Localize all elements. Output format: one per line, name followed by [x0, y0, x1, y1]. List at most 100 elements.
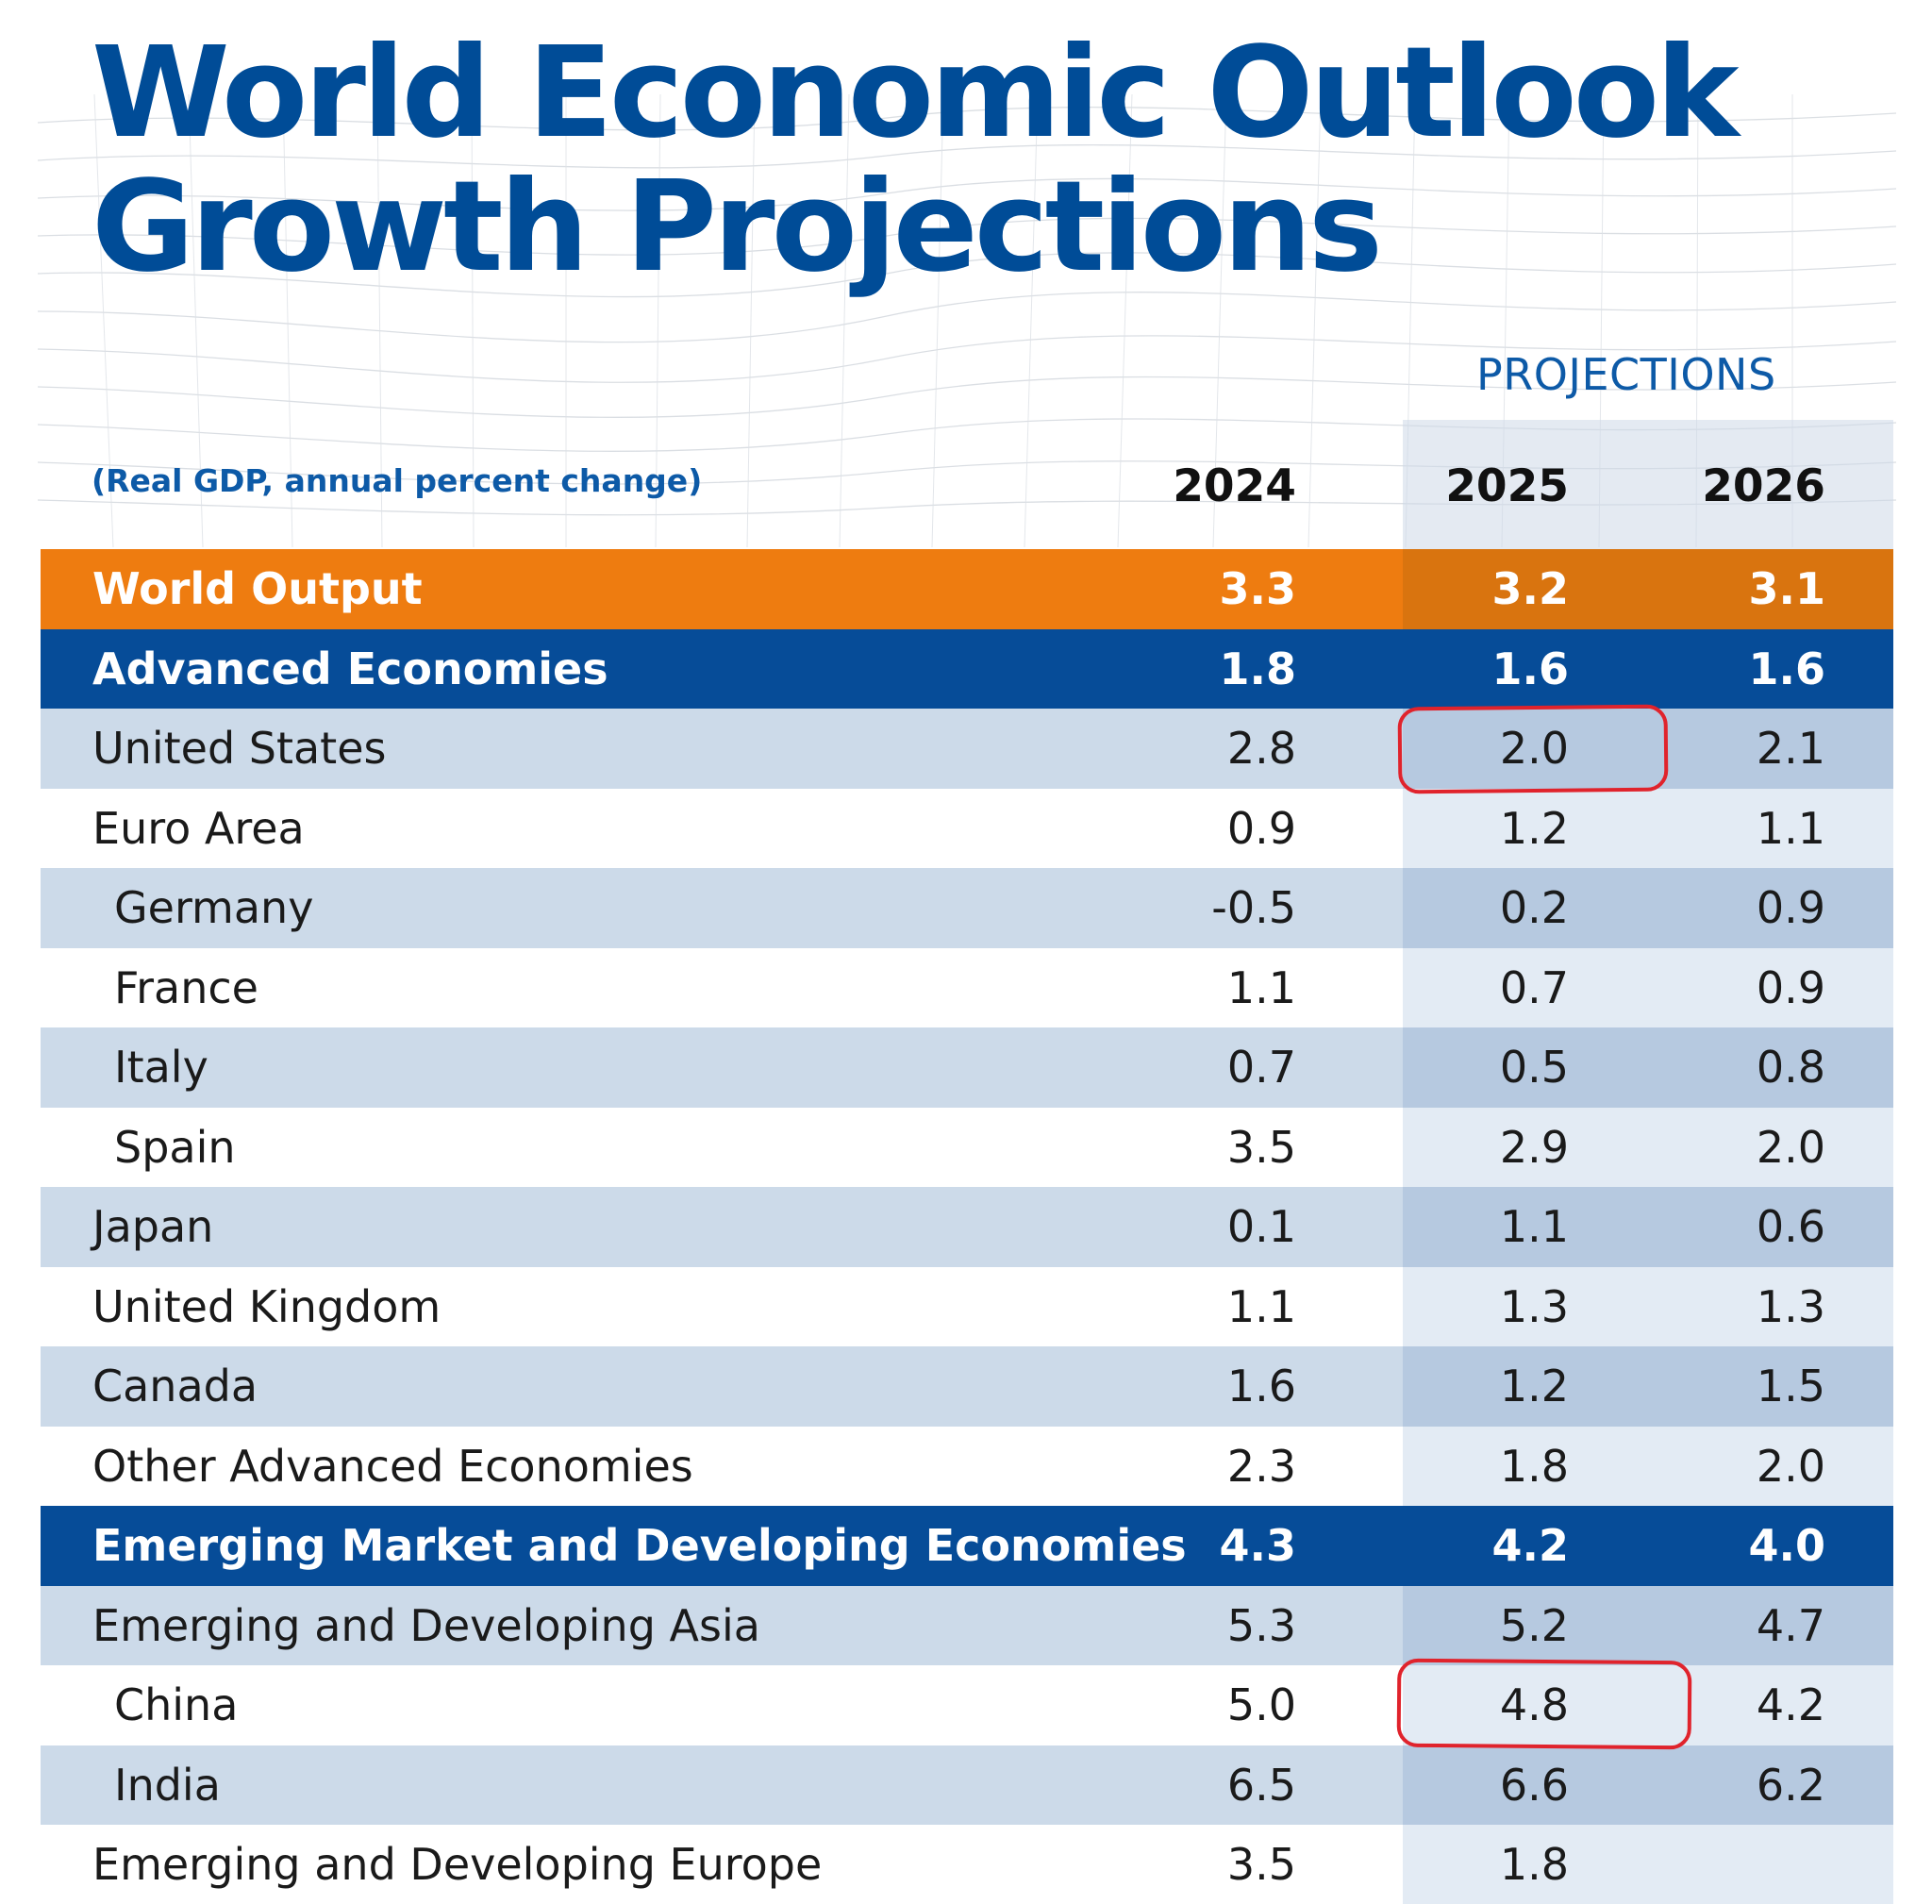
page-title: World Economic Outlook Growth Projection…: [92, 26, 1740, 300]
table-row: Canada 1.6 1.2 1.5: [41, 1346, 1893, 1427]
projection-column-shade: [1403, 709, 1893, 789]
row-label: France: [114, 961, 258, 1013]
table-row: Euro Area 0.9 1.2 1.1: [41, 788, 1893, 868]
value-2024: 1.8: [1219, 643, 1297, 694]
table-row: Emerging Market and Developing Economies…: [41, 1506, 1893, 1586]
table-row: United Kingdom 1.1 1.3 1.3: [41, 1266, 1893, 1346]
value-2024: 4.3: [1219, 1520, 1297, 1572]
row-label: Italy: [114, 1042, 208, 1094]
projection-column-shade: [1403, 788, 1893, 868]
value-2024: 1.1: [1226, 1280, 1296, 1332]
value-2026: 3.1: [1748, 563, 1826, 615]
value-2024: 1.1: [1226, 961, 1296, 1013]
value-2026: 2.1: [1756, 723, 1825, 775]
table-row: Japan 0.1 1.1 0.6: [41, 1187, 1893, 1267]
value-2025: 0.2: [1499, 882, 1569, 934]
table-row: Advanced Economies 1.8 1.6 1.6: [41, 628, 1893, 709]
value-2026: 0.6: [1756, 1201, 1825, 1253]
year-header-2026: 2026: [1702, 460, 1825, 512]
row-label: Spain: [114, 1121, 236, 1173]
table-row: United States 2.8 2.0 2.1: [41, 704, 1893, 794]
table-row: China 5.0 4.8 4.2: [41, 1658, 1893, 1750]
projections-label: PROJECTIONS: [1476, 349, 1776, 400]
value-2026: 0.8: [1756, 1042, 1825, 1094]
value-2025: 4.8: [1499, 1679, 1569, 1731]
projections-header-band: [1403, 420, 1893, 552]
projection-column-shade: [1403, 1187, 1893, 1267]
value-2025: 0.5: [1499, 1042, 1569, 1094]
value-2024: 0.9: [1226, 802, 1296, 854]
projection-column-shade: [1403, 947, 1893, 1027]
row-label: World Output: [92, 563, 423, 615]
row-label: Emerging and Developing Europe: [92, 1839, 823, 1891]
row-label: Germany: [114, 882, 314, 934]
row-label: Japan: [92, 1201, 214, 1253]
wireframe-background: [38, 94, 1896, 547]
unit-label: (Real GDP, annual percent change): [92, 462, 703, 499]
table-row: Emerging and Developing Asia 5.3 5.2 4.7: [41, 1585, 1893, 1665]
value-2025: 1.1: [1499, 1201, 1569, 1253]
projection-column-shade: [1403, 1825, 1893, 1904]
value-2025: 1.3: [1499, 1280, 1569, 1332]
value-2024: 3.3: [1219, 563, 1297, 615]
value-2026: 2.0: [1756, 1440, 1825, 1492]
projection-column-shade: [1403, 1745, 1893, 1825]
value-2025: 1.8: [1499, 1839, 1569, 1891]
value-2025: 1.8: [1499, 1440, 1569, 1492]
table-row: France 1.1 0.7 0.9: [41, 947, 1893, 1027]
table-row: Spain 3.5 2.9 2.0: [41, 1107, 1893, 1187]
value-2026: 4.2: [1756, 1679, 1825, 1731]
row-label: Emerging Market and Developing Economies: [92, 1520, 1187, 1572]
value-2024: 1.6: [1226, 1361, 1296, 1412]
highlight-circle: [1396, 1658, 1692, 1750]
value-2024: 3.5: [1226, 1121, 1296, 1173]
year-header-2024: 2024: [1173, 460, 1296, 512]
value-2024: 6.5: [1226, 1759, 1296, 1811]
row-label: Emerging and Developing Asia: [92, 1599, 760, 1651]
table-row: Other Advanced Economies 2.3 1.8 2.0: [41, 1426, 1893, 1506]
row-label: Euro Area: [92, 802, 305, 854]
value-2025: 2.0: [1499, 723, 1569, 775]
projection-column-shade: [1403, 1585, 1893, 1665]
value-2024: 0.1: [1226, 1201, 1296, 1253]
value-2025: 5.2: [1499, 1599, 1569, 1651]
projection-column-shade: [1403, 1426, 1893, 1506]
table-row: India 6.5 6.6 6.2: [41, 1745, 1893, 1825]
value-2024: 2.8: [1226, 723, 1296, 775]
value-2025: 0.7: [1499, 961, 1569, 1013]
value-2024: 5.3: [1226, 1599, 1296, 1651]
projection-column-shade: [1403, 1506, 1893, 1586]
row-label: Other Advanced Economies: [92, 1440, 693, 1492]
value-2024: 2.3: [1226, 1440, 1296, 1492]
growth-table: World Output 3.3 3.2 3.1 Advanced Economies 1…: [41, 549, 1893, 1904]
value-2025: 6.6: [1499, 1759, 1569, 1811]
projection-column-shade: [1403, 1665, 1893, 1745]
value-2026: 1.1: [1756, 802, 1825, 854]
row-label: United Kingdom: [92, 1280, 441, 1332]
value-2025: 1.6: [1491, 643, 1570, 694]
row-label: Advanced Economies: [92, 643, 608, 694]
row-label: United States: [92, 723, 387, 775]
value-2025: 2.9: [1499, 1121, 1569, 1173]
value-2026: 0.9: [1756, 961, 1825, 1013]
projection-column-shade: [1403, 1266, 1893, 1346]
value-2026: 2.0: [1756, 1121, 1825, 1173]
value-2024: -0.5: [1211, 882, 1296, 934]
row-label: China: [114, 1679, 239, 1731]
value-2025: 1.2: [1499, 802, 1569, 854]
row-label: Canada: [92, 1361, 258, 1412]
highlight-circle: [1397, 704, 1669, 794]
projection-column-shade: [1403, 1107, 1893, 1187]
year-header-2025: 2025: [1445, 460, 1569, 512]
value-2026: 1.6: [1748, 643, 1826, 694]
table-row: Italy 0.7 0.5 0.8: [41, 1027, 1893, 1108]
title-line-2: Growth Projections: [92, 155, 1383, 300]
projection-column-shade: [1403, 1027, 1893, 1108]
value-2026: 1.3: [1756, 1280, 1825, 1332]
value-2024: 5.0: [1226, 1679, 1296, 1731]
table-row: Emerging and Developing Europe 3.5 1.8: [41, 1825, 1893, 1904]
table-row: Germany -0.5 0.2 0.9: [41, 868, 1893, 948]
value-2024: 0.7: [1226, 1042, 1296, 1094]
value-2026: 0.9: [1756, 882, 1825, 934]
value-2026: 1.5: [1756, 1361, 1825, 1412]
